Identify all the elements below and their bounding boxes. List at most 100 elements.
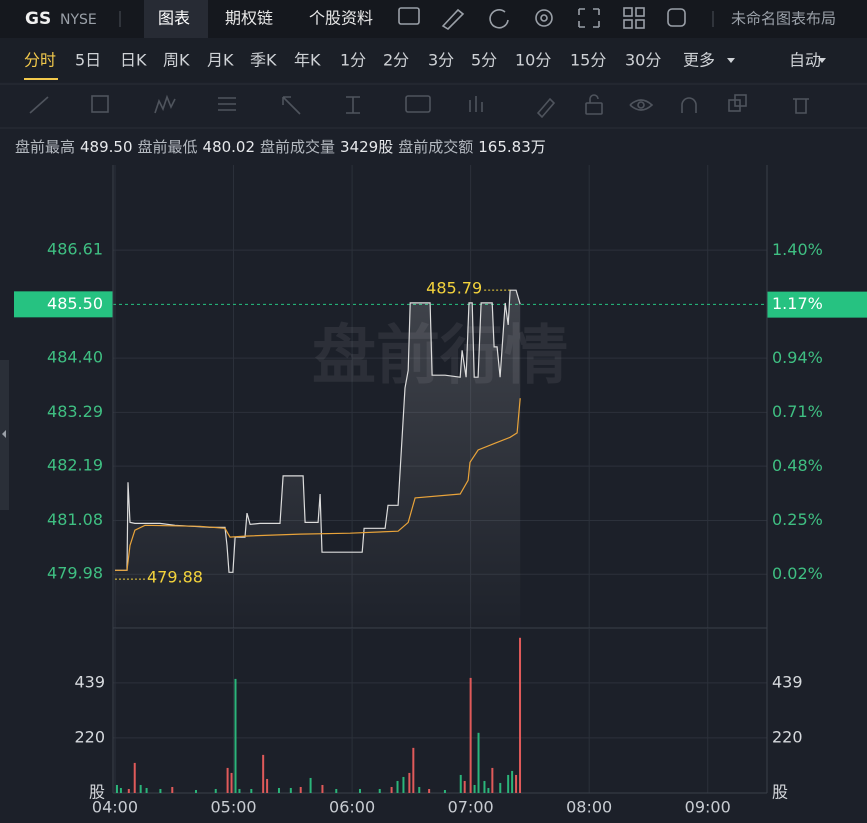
y-tick-label: 439 <box>74 672 105 691</box>
period-option[interactable]: 10分 <box>515 51 551 70</box>
drawing-tools[interactable] <box>29 94 809 119</box>
tab[interactable]: 期权链 <box>225 9 273 28</box>
period-option[interactable]: 2分 <box>383 51 409 70</box>
dropdown-arrow <box>818 58 826 63</box>
stat-label: 盘前成交额 <box>398 138 473 156</box>
period-option[interactable]: 月K <box>207 51 234 70</box>
volume-bar <box>145 787 148 793</box>
volume-bar <box>226 767 229 793</box>
period-option[interactable]: 30分 <box>625 51 661 70</box>
volume-bar <box>491 767 494 793</box>
volume-bar <box>119 787 122 793</box>
stat-value: 165.83万 <box>478 138 546 156</box>
stat-label: 盘前成交量 <box>260 138 335 156</box>
volume-bar <box>238 788 241 793</box>
period-option[interactable]: 5分 <box>471 51 497 70</box>
volume-bar <box>289 787 292 793</box>
x-tick-label: 09:00 <box>685 798 731 817</box>
y2-tick-label: 0.71% <box>772 402 823 421</box>
y-tick-label: 股 <box>89 783 105 802</box>
volume-bar <box>299 786 302 793</box>
volume-bar <box>390 786 393 793</box>
volume-bar <box>159 788 162 793</box>
volume-bar <box>487 787 490 793</box>
x-tick-label: 05:00 <box>210 798 256 817</box>
y-tick-label-right: 439 <box>772 672 803 691</box>
volume-bar <box>519 637 522 793</box>
average-line <box>115 398 521 571</box>
period-option[interactable]: 分时 <box>24 51 56 70</box>
y-tick-label: 486.61 <box>47 240 103 259</box>
annotation-label: 479.88 <box>147 568 203 587</box>
volume-bar <box>473 784 476 793</box>
x-tick-label: 04:00 <box>92 798 138 817</box>
current-price-box <box>14 291 113 318</box>
x-tick-label: 06:00 <box>329 798 375 817</box>
scale-mode[interactable]: 自动 <box>789 51 821 70</box>
period-option[interactable]: 年K <box>294 51 321 70</box>
stat-value: 3429股 <box>340 138 393 156</box>
chart-area: 479.98 481.08 482.19 483.29 484.40 485.50 486.… <box>14 165 867 817</box>
y-tick-label-right: 股 <box>772 783 788 802</box>
stats-line: 盘前最高 489.50 盘前最低 480.02 盘前成交量 3429股 盘前成交额 165.8… <box>15 138 546 156</box>
volume-bar <box>133 762 136 793</box>
exchange: NYSE <box>60 12 97 28</box>
volume-bar <box>127 788 130 793</box>
annotation-label: 485.79 <box>426 279 482 298</box>
y2-tick-label: 1.17% <box>772 294 823 313</box>
x-tick-label: 08:00 <box>566 798 612 817</box>
y-tick-label: 220 <box>74 727 105 746</box>
period-option[interactable]: 季K <box>250 51 277 70</box>
volume-bar <box>115 784 118 793</box>
tab[interactable]: 图表 <box>158 9 190 28</box>
volume-bar <box>443 789 446 793</box>
volume-bar <box>507 774 510 793</box>
x-tick-label: 07:00 <box>448 798 494 817</box>
stat-value: 480.02 <box>203 138 256 156</box>
stat-label: 盘前最低 <box>138 138 198 156</box>
tab[interactable]: 个股资料 <box>309 9 373 28</box>
stat-value: 489.50 <box>80 138 133 156</box>
volume-bar <box>358 788 361 793</box>
volume-bar <box>483 780 486 793</box>
y-tick-label: 481.08 <box>47 510 103 529</box>
volume-bar <box>194 789 197 793</box>
volume-bar <box>250 788 253 793</box>
period-option[interactable]: 5日 <box>75 51 101 70</box>
y2-tick-label: 1.40% <box>772 240 823 259</box>
volume-bar <box>418 786 421 793</box>
volume-bar <box>277 787 280 793</box>
period-option[interactable]: 更多 <box>683 51 715 70</box>
y-tick-label: 484.40 <box>47 348 103 367</box>
volume-bar <box>234 678 237 793</box>
period-bar <box>0 38 867 82</box>
y-tick-label: 479.98 <box>47 564 103 583</box>
volume-bar <box>321 784 324 793</box>
volume-bar <box>408 772 411 793</box>
volume-bar <box>230 772 233 793</box>
volume-bar <box>309 777 312 793</box>
period-option[interactable]: 3分 <box>428 51 454 70</box>
volume-bar <box>515 774 518 793</box>
period-option[interactable]: 15分 <box>570 51 606 70</box>
period-option[interactable]: 日K <box>120 51 147 70</box>
y2-tick-label: 0.48% <box>772 456 823 475</box>
period-option[interactable]: 周K <box>163 51 190 70</box>
volume-bar <box>402 776 405 793</box>
y-tick-label-right: 220 <box>772 727 803 746</box>
period-option[interactable]: 1分 <box>340 51 366 70</box>
volume-bar <box>459 774 462 793</box>
volume-bar <box>335 788 338 793</box>
symbol: GS <box>25 9 51 29</box>
layout-name[interactable]: 未命名图表布局 <box>731 10 836 28</box>
volume-bar <box>396 780 399 793</box>
y2-tick-label: 0.94% <box>772 348 823 367</box>
y-tick-label: 483.29 <box>47 402 103 421</box>
toolbar-icons[interactable] <box>398 7 686 31</box>
active-tab-bg <box>144 0 208 38</box>
volume-bar <box>378 788 381 793</box>
volume-bar <box>511 770 514 793</box>
active-underline <box>24 78 58 80</box>
dropdown-arrow <box>727 58 735 63</box>
